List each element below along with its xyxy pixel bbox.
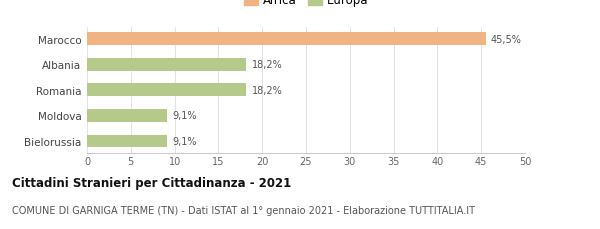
Bar (87, 135, 167, 148)
Text: 18,2%: 18,2% (251, 60, 283, 70)
Bar (87, 109, 167, 122)
Bar (87, 59, 247, 71)
Legend: Africa, Europa: Africa, Europa (239, 0, 373, 11)
Text: 45,5%: 45,5% (491, 35, 522, 45)
Text: Cittadini Stranieri per Cittadinanza - 2021: Cittadini Stranieri per Cittadinanza - 2… (12, 177, 291, 190)
Text: 9,1%: 9,1% (172, 111, 196, 121)
Text: 18,2%: 18,2% (251, 85, 283, 95)
Bar (87, 33, 485, 46)
Text: 9,1%: 9,1% (172, 136, 196, 146)
Text: COMUNE DI GARNIGA TERME (TN) - Dati ISTAT al 1° gennaio 2021 - Elaborazione TUTT: COMUNE DI GARNIGA TERME (TN) - Dati ISTA… (12, 205, 475, 215)
Bar (87, 84, 247, 97)
